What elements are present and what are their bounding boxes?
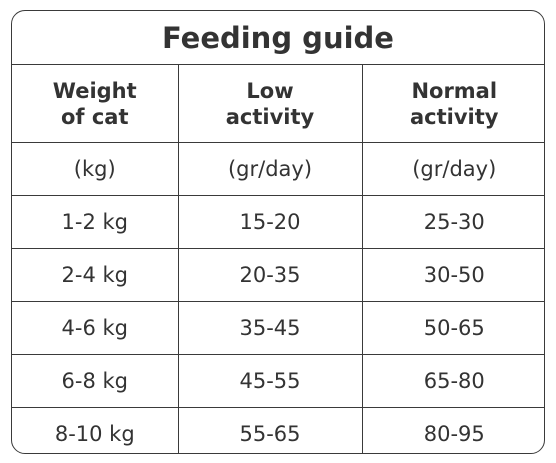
header-weight-line2: of cat — [60, 104, 129, 129]
table-row: 1-2 kg 15-20 25-30 — [12, 195, 544, 249]
unit-normal: (gr/day) — [362, 142, 544, 196]
units-row: (kg) (gr/day) (gr/day) — [12, 142, 544, 196]
cell-normal: 80-95 — [423, 422, 485, 446]
unit-low: (gr/day) — [178, 142, 363, 196]
unit-weight: (kg) — [12, 142, 179, 196]
cell-normal: 30-50 — [362, 248, 544, 302]
cell-weight: 1-2 kg — [12, 195, 179, 249]
header-weight-line1: Weight — [52, 78, 137, 103]
table-row: 6-8 kg 45-55 65-80 — [12, 354, 544, 408]
cell-normal: 65-80 — [362, 354, 544, 408]
cell-normal: 50-65 — [362, 301, 544, 355]
cell-low: 35-45 — [178, 301, 363, 355]
header-low-line2: activity — [225, 104, 315, 129]
feeding-guide-card: Feeding guide Weight of cat Low activity… — [11, 10, 545, 454]
header-row: Weight of cat Low activity Normal activi… — [12, 65, 544, 143]
feeding-table: Weight of cat Low activity Normal activi… — [12, 65, 544, 453]
header-weight: Weight of cat — [12, 65, 179, 143]
cell-weight: 8-10 kg — [12, 407, 179, 453]
header-low-line1: Low — [246, 78, 294, 103]
cell-weight: 4-6 kg — [12, 301, 179, 355]
header-low-activity: Low activity — [178, 65, 363, 143]
cell-low: 45-55 — [178, 354, 363, 408]
cell-low: 15-20 — [178, 195, 363, 249]
header-normal-line2: activity — [410, 104, 499, 129]
table-title: Feeding guide — [12, 11, 544, 65]
cell-low: 55-65 — [178, 407, 363, 453]
table-row: 4-6 kg 35-45 50-65 — [12, 301, 544, 355]
table-row: 2-4 kg 20-35 30-50 — [12, 248, 544, 302]
cell-normal: 25-30 — [362, 195, 544, 249]
header-normal-activity: Normal activity — [362, 65, 544, 143]
cell-weight: 6-8 kg — [12, 354, 179, 408]
cell-low: 20-35 — [178, 248, 363, 302]
table-row: 8-10 kg 55-65 80-95 — [12, 407, 544, 453]
cell-weight: 2-4 kg — [12, 248, 179, 302]
header-normal-line1: Normal — [411, 78, 498, 103]
